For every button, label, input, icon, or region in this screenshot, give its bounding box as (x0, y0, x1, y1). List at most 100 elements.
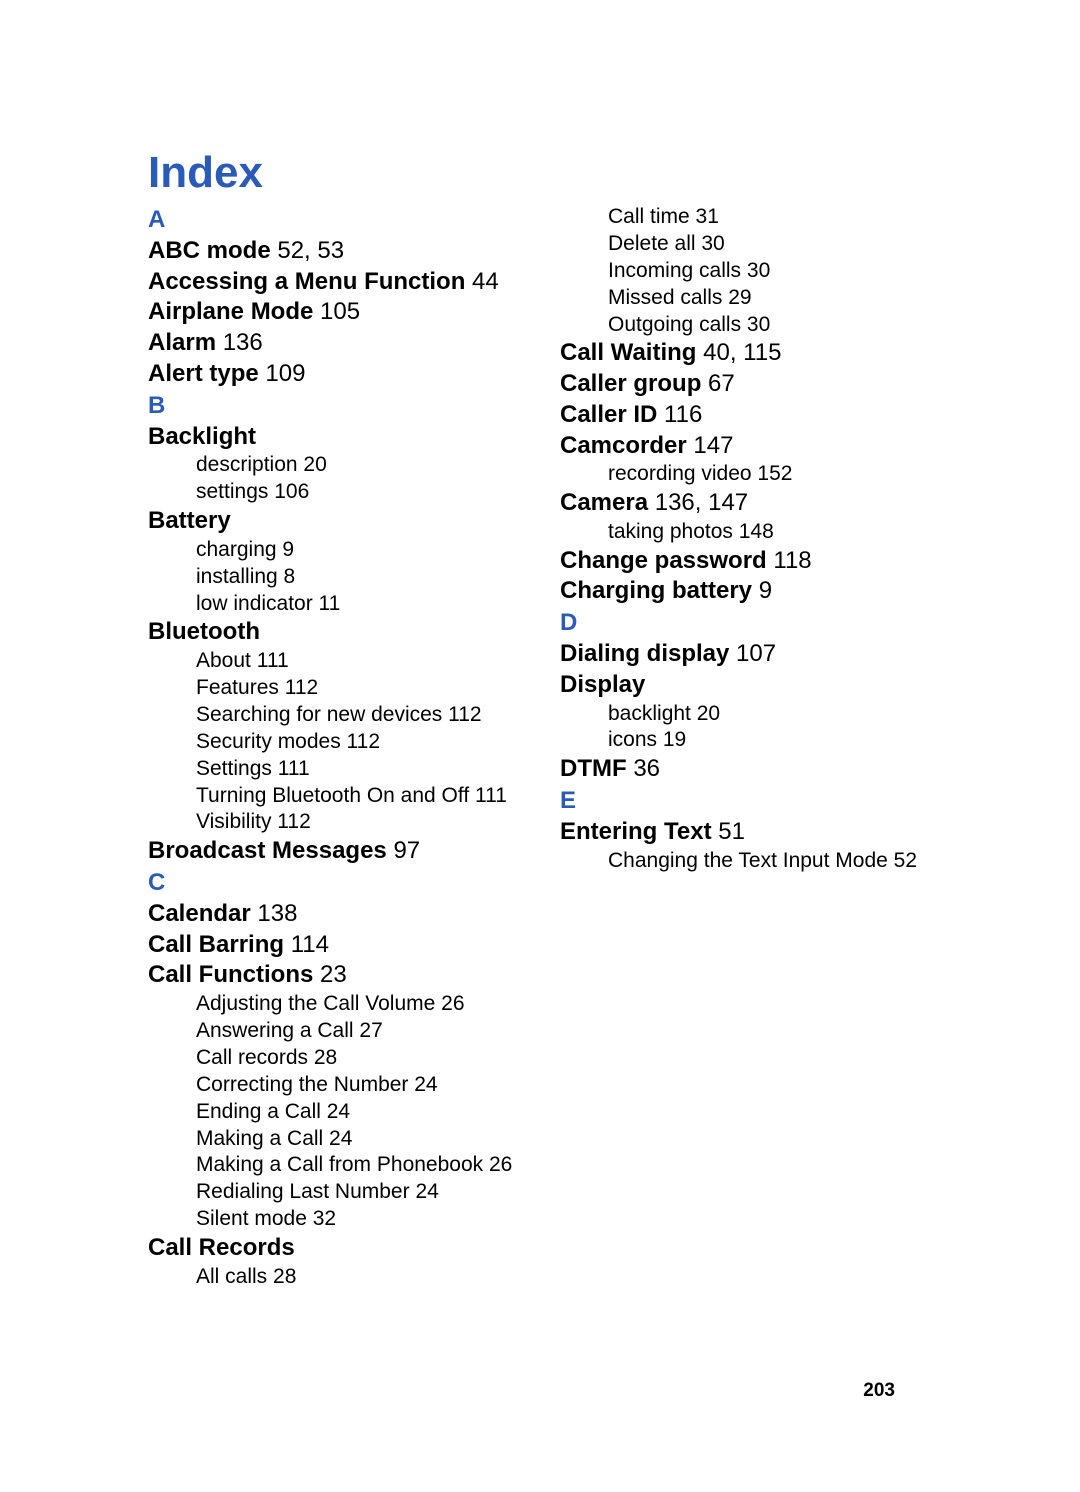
index-entry-pages: 67 (701, 370, 734, 397)
index-entry-term: Backlight (148, 423, 256, 450)
index-entry: Alarm 136 (148, 328, 520, 359)
index-subentry: Missed calls 29 (560, 285, 932, 312)
index-entry-term: Display (560, 671, 645, 698)
index-entry: ABC mode 52, 53 (148, 236, 520, 267)
index-entry: Caller ID 116 (560, 400, 932, 431)
index-entry-pages: 51 (712, 818, 745, 845)
index-entry-pages: 114 (284, 931, 329, 958)
index-entry-term: Call Waiting (560, 339, 696, 366)
index-entry-pages: 118 (767, 547, 812, 574)
index-subentry: Ending a Call 24 (148, 1099, 520, 1126)
index-entry-term: Alarm (148, 329, 216, 356)
index-entry-term: Airplane Mode (148, 298, 313, 325)
index-subentry: Security modes 112 (148, 729, 520, 756)
index-subentry: low indicator 11 (148, 591, 520, 618)
index-entry-pages: 136 (216, 329, 263, 356)
index-entry: Bluetooth (148, 617, 520, 648)
index-entry-term: ABC mode (148, 237, 271, 264)
index-entry: Camcorder 147 (560, 431, 932, 462)
index-subentry: backlight 20 (560, 701, 932, 728)
index-entry-term: Call Barring (148, 931, 284, 958)
index-entry-pages: 136, 147 (648, 489, 748, 516)
index-entry-pages: 105 (313, 298, 360, 325)
index-subentry: Settings 111 (148, 756, 520, 783)
section-letter: B (148, 392, 520, 420)
index-subentry: About 111 (148, 648, 520, 675)
index-entry-pages: 9 (752, 577, 772, 604)
index-entry-term: DTMF (560, 755, 627, 782)
index-entry: Display (560, 670, 932, 701)
index-entry-pages: 52, 53 (271, 237, 344, 264)
index-entry: Call Functions 23 (148, 960, 520, 991)
page-number: 203 (863, 1380, 895, 1402)
index-entry: Accessing a Menu Function 44 (148, 267, 520, 298)
index-entry-pages: 97 (387, 837, 420, 864)
index-subentry: recording video 152 (560, 461, 932, 488)
index-entry: Call Records (148, 1233, 520, 1264)
index-entry-term: Calendar (148, 900, 251, 927)
section-letter: C (148, 869, 520, 897)
index-subentry: Adjusting the Call Volume 26 (148, 991, 520, 1018)
index-entry: DTMF 36 (560, 754, 932, 785)
index-entry-term: Battery (148, 507, 231, 534)
index-entry: Broadcast Messages 97 (148, 836, 520, 867)
index-entry: Call Waiting 40, 115 (560, 338, 932, 369)
index-entry-pages: 40, 115 (696, 339, 781, 366)
index-entry: Airplane Mode 105 (148, 297, 520, 328)
index-entry-term: Camcorder (560, 432, 687, 459)
index-entry-pages: 116 (657, 401, 702, 428)
index-entry-term: Call Records (148, 1234, 295, 1261)
index-entry: Battery (148, 506, 520, 537)
index-entry-pages: 36 (627, 755, 660, 782)
index-subentry: taking photos 148 (560, 519, 932, 546)
index-entry-term: Dialing display (560, 640, 729, 667)
index-subentry: Making a Call from Phonebook 26 (148, 1152, 520, 1179)
index-subentry: Redialing Last Number 24 (148, 1179, 520, 1206)
index-subentry: settings 106 (148, 479, 520, 506)
index-entry-pages: 107 (729, 640, 776, 667)
index-subentry: Visibility 112 (148, 809, 520, 836)
index-columns: AABC mode 52, 53Accessing a Menu Functio… (148, 204, 932, 1314)
index-subentry: Features 112 (148, 675, 520, 702)
index-subentry: Delete all 30 (560, 231, 932, 258)
index-subentry: Correcting the Number 24 (148, 1072, 520, 1099)
index-entry: Change password 118 (560, 546, 932, 577)
index-entry-term: Charging battery (560, 577, 752, 604)
index-entry: Backlight (148, 422, 520, 453)
index-entry-pages: 109 (259, 360, 306, 387)
index-entry-term: Bluetooth (148, 618, 260, 645)
index-subentry: Incoming calls 30 (560, 258, 932, 285)
index-entry-term: Alert type (148, 360, 259, 387)
index-subentry: Call time 31 (560, 204, 932, 231)
page-title: Index (148, 148, 932, 198)
index-entry: Dialing display 107 (560, 639, 932, 670)
index-entry-pages: 23 (313, 961, 346, 988)
section-letter: D (560, 609, 932, 637)
index-subentry: Changing the Text Input Mode 52 (560, 848, 932, 875)
index-page: Index AABC mode 52, 53Accessing a Menu F… (0, 0, 1080, 1374)
index-entry-pages: 44 (465, 268, 498, 295)
index-subentry: Outgoing calls 30 (560, 312, 932, 339)
index-subentry: Silent mode 32 (148, 1206, 520, 1233)
index-subentry: Making a Call 24 (148, 1126, 520, 1153)
index-subentry: icons 19 (560, 727, 932, 754)
index-subentry: installing 8 (148, 564, 520, 591)
index-entry-term: Call Functions (148, 961, 313, 988)
index-entry: Camera 136, 147 (560, 488, 932, 519)
index-subentry: Turning Bluetooth On and Off 111 (148, 783, 520, 810)
index-subentry: Call records 28 (148, 1045, 520, 1072)
index-subentry: Answering a Call 27 (148, 1018, 520, 1045)
section-letter: E (560, 787, 932, 815)
index-subentry: charging 9 (148, 537, 520, 564)
index-entry: Alert type 109 (148, 359, 520, 390)
index-subentry: Searching for new devices 112 (148, 702, 520, 729)
index-entry-term: Caller ID (560, 401, 657, 428)
section-letter: A (148, 206, 520, 234)
index-entry-term: Change password (560, 547, 767, 574)
index-entry-term: Camera (560, 489, 648, 516)
index-entry: Calendar 138 (148, 899, 520, 930)
index-entry: Caller group 67 (560, 369, 932, 400)
index-subentry: description 20 (148, 452, 520, 479)
index-entry-term: Entering Text (560, 818, 712, 845)
index-subentry: All calls 28 (148, 1264, 520, 1291)
